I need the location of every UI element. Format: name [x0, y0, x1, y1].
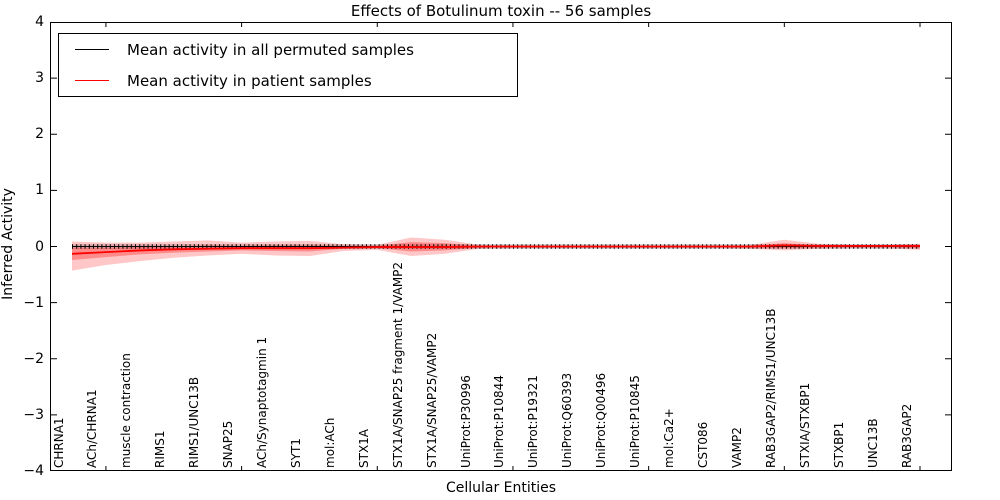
y-tick-label: −4 [23, 463, 44, 479]
x-category-label: SYT1 [288, 438, 303, 468]
x-category-label: UniProt:Q60393 [560, 372, 575, 468]
x-category-label: muscle contraction [119, 353, 134, 468]
chart-title: Effects of Botulinum toxin -- 56 samples [350, 2, 652, 20]
x-category-label: RIMS1/UNC13B [187, 376, 202, 468]
x-category-label: STXBP1 [831, 421, 846, 468]
x-category-label: UniProt:Q00496 [594, 372, 609, 468]
x-category-label: mol:Ca2+ [662, 408, 677, 468]
x-axis-label: Cellular Entities [445, 480, 557, 496]
legend-item-permuted: Mean activity in all permuted samples [59, 41, 517, 59]
legend-label-patient: Mean activity in patient samples [127, 71, 372, 90]
x-category-label: UniProt:P19321 [526, 375, 541, 468]
plot-area [50, 22, 952, 471]
x-category-label: VAMP2 [729, 427, 744, 468]
x-category-label: UNC13B [865, 418, 880, 468]
y-tick-label: 3 [35, 70, 44, 87]
y-tick-label: −1 [23, 294, 44, 311]
y-tick-label: 4 [35, 14, 44, 30]
plot-canvas [50, 22, 952, 471]
legend-line-sample-permuted [75, 49, 109, 50]
x-category-label: SNAP25 [221, 420, 236, 468]
x-category-label: STX1A/SNAP25/VAMP2 [424, 332, 439, 468]
patient-mean-line [71, 244, 920, 255]
y-tick-label: 1 [35, 182, 44, 199]
x-category-label: STX1A [356, 428, 371, 468]
x-category-label: UniProt:P30996 [458, 375, 473, 468]
x-category-label: RAB3GAP2 [899, 403, 914, 468]
x-category-label: ACh/CHRNA1 [85, 389, 100, 468]
x-category-label: UniProt:P10845 [628, 375, 643, 468]
x-category-label: CST086 [695, 421, 710, 468]
x-category-label: UniProt:P10844 [492, 375, 507, 468]
x-category-label: RAB3GAP2/RIMS1/UNC13B [763, 308, 778, 468]
legend: Mean activity in all permuted samples Me… [58, 33, 518, 97]
y-tick-label: 0 [35, 238, 44, 255]
legend-line-sample-patient [75, 80, 109, 81]
x-category-label: STXIA/STXBP1 [797, 382, 812, 468]
y-tick-label: 2 [35, 126, 44, 143]
legend-item-patient: Mean activity in patient samples [59, 72, 517, 90]
x-category-label: RIMS1 [153, 430, 168, 468]
x-category-label: STX1A/SNAP25 fragment 1/VAMP2 [390, 261, 405, 468]
x-category-label: CHRNA1 [51, 417, 66, 468]
patient-outer-band [72, 237, 920, 271]
y-tick-label: −3 [23, 406, 44, 423]
x-category-label: mol:ACh [322, 417, 337, 468]
y-tick-label: −2 [23, 350, 44, 367]
legend-label-permuted: Mean activity in all permuted samples [127, 40, 414, 59]
x-category-label: ACh/Synaptotagmin 1 [255, 336, 270, 468]
